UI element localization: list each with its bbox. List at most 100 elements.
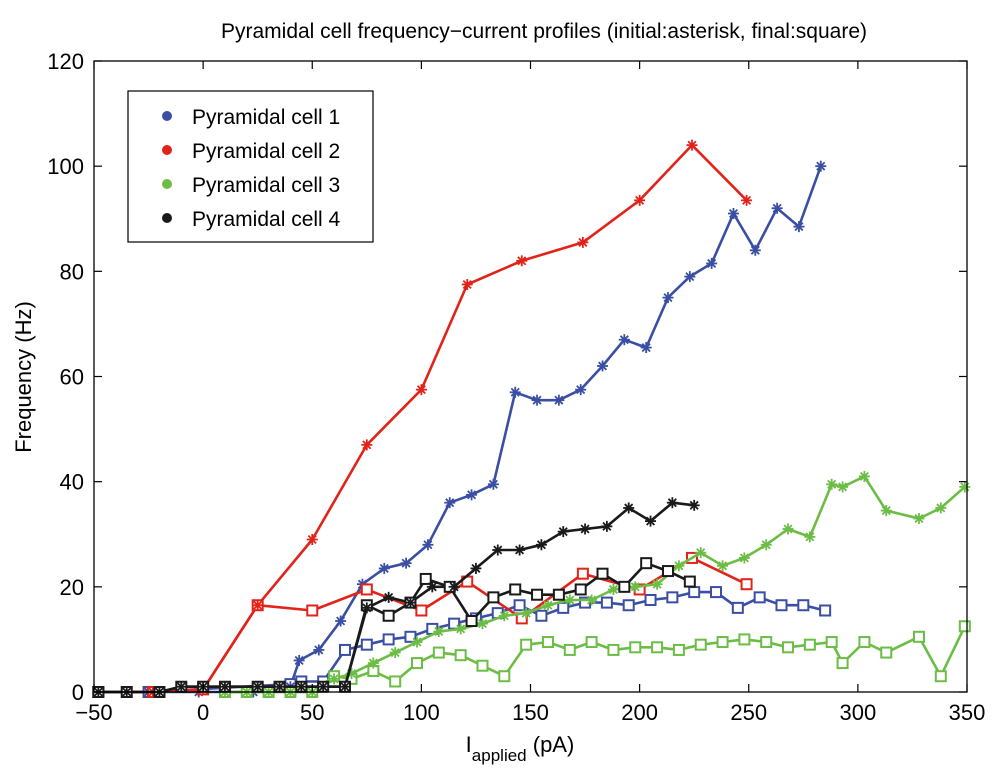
pyramidal-cell-3-initial-point — [858, 470, 870, 482]
pyramidal-cell-1-initial-line — [98, 165, 823, 694]
pyramidal-cell-3-final-point — [836, 657, 849, 670]
pyramidal-cell-1-initial-point — [553, 394, 565, 406]
x-tick-label: 50 — [300, 700, 324, 725]
pyramidal-cell-1-initial-point — [293, 654, 305, 666]
pyramidal-cell-1-initial-point — [640, 342, 652, 354]
legend-label: Pyramidal cell 3 — [192, 174, 340, 197]
pyramidal-cell-3-initial-point — [607, 583, 619, 595]
pyramidal-cell-4-final-point — [465, 615, 478, 628]
legend-marker — [162, 213, 172, 223]
legend-marker — [162, 179, 172, 189]
pyramidal-cell-1-initial-point — [531, 394, 543, 406]
pyramidal-cell-3-final-point — [411, 657, 424, 670]
pyramidal-cell-2-initial-point — [306, 534, 318, 546]
pyramidal-cell-3-initial-point — [837, 481, 849, 493]
pyramidal-cell-4-final-point — [531, 588, 544, 601]
legend-label: Pyramidal cell 2 — [192, 140, 340, 163]
x-axis-label-main: I — [466, 732, 472, 757]
pyramidal-cell-3-final-point — [782, 641, 795, 654]
pyramidal-cell-4-initial-point — [383, 591, 395, 603]
y-axis-label: Frequency (Hz) — [11, 301, 36, 453]
pyramidal-cell-3-final-point — [672, 643, 685, 656]
pyramidal-cell-4-initial-point — [666, 497, 678, 509]
pyramidal-cell-1-initial-point — [793, 221, 805, 233]
pyramidal-cell-1-final-point — [731, 601, 744, 614]
pyramidal-cell-1-initial-point — [575, 384, 587, 396]
pyramidal-cell-3-initial-point — [913, 512, 925, 524]
pyramidal-cell-1-final-point — [688, 586, 701, 599]
pyramidal-cell-3-final-point — [803, 638, 816, 651]
pyramidal-cell-3-initial-point — [695, 547, 707, 559]
x-tick-label: −50 — [75, 700, 112, 725]
x-axis-label: Iapplied (pA) — [466, 732, 575, 765]
legend-marker — [162, 111, 172, 121]
pyramidal-cell-4-final-point — [574, 583, 587, 596]
y-tick-label: 20 — [60, 575, 84, 600]
pyramidal-cell-1-initial-point — [466, 489, 478, 501]
legend: Pyramidal cell 1 Pyramidal cell 2 Pyramida… — [127, 90, 374, 243]
pyramidal-cell-4-final-line — [98, 561, 691, 694]
pyramidal-cell-3-initial-point — [738, 552, 750, 564]
pyramidal-cell-4-initial-point — [688, 499, 700, 511]
pyramidal-cell-4-final-point — [618, 580, 631, 593]
pyramidal-cell-1-initial-point — [771, 202, 783, 214]
pyramidal-cell-4-initial-point — [361, 602, 373, 614]
pyramidal-cell-1-initial-point — [684, 271, 696, 283]
y-tick-label: 60 — [60, 365, 84, 390]
pyramidal-cell-3-initial-point — [804, 531, 816, 543]
x-tick-label: 200 — [621, 700, 658, 725]
pyramidal-cell-1-final-point — [819, 604, 832, 617]
pyramidal-cell-3-final-point — [476, 659, 489, 672]
pyramidal-cell-4-final-point — [661, 565, 674, 578]
pyramidal-cell-3-final-point — [958, 620, 971, 633]
pyramidal-cell-4-final-point — [419, 572, 432, 585]
pyramidal-cell-2-initial-point — [415, 384, 427, 396]
y-tick-label: 120 — [47, 49, 84, 74]
pyramidal-cell-1-final-point — [448, 617, 461, 630]
pyramidal-cell-3-initial-point — [673, 560, 685, 572]
pyramidal-cell-4-final-point — [552, 588, 565, 601]
x-tick-label: 250 — [730, 700, 767, 725]
pyramidal-cell-3-initial-point — [520, 607, 532, 619]
pyramidal-cell-1-initial-point — [378, 562, 390, 574]
pyramidal-cell-3-initial-point — [782, 523, 794, 535]
pyramidal-cell-2-final-point — [415, 604, 428, 617]
pyramidal-cell-3-initial-point — [433, 626, 445, 638]
pyramidal-cell-2-initial-point — [741, 194, 753, 206]
x-tick-label: 350 — [949, 700, 986, 725]
pyramidal-cell-1-final-point — [382, 633, 395, 646]
pyramidal-cell-4-initial-point — [492, 544, 504, 556]
pyramidal-cell-1-initial-point — [749, 244, 761, 256]
pyramidal-cell-3-initial-point — [476, 618, 488, 630]
pyramidal-cell-1-initial-point — [335, 615, 347, 627]
pyramidal-cell-3-initial-point — [826, 478, 838, 490]
pyramidal-cell-4-initial-point — [514, 544, 526, 556]
pyramidal-cell-3-initial-point — [760, 539, 772, 551]
y-tick-label: 0 — [72, 680, 84, 705]
pyramidal-cell-1-final-point — [622, 599, 635, 612]
pyramidal-cell-3-final-point — [432, 646, 445, 659]
pyramidal-cell-2-final-point — [306, 604, 319, 617]
pyramidal-cell-1-initial-point — [400, 557, 412, 569]
pyramidal-cell-3-final-point — [498, 670, 511, 683]
pyramidal-cell-4-final-point — [640, 557, 653, 570]
pyramidal-cell-4-initial-point — [645, 515, 657, 527]
pyramidal-cell-2-initial-point — [516, 255, 528, 267]
pyramidal-cell-1-initial-point — [618, 334, 630, 346]
pyramidal-cell-4-final-point — [487, 591, 500, 604]
pyramidal-cell-4-final-point — [382, 609, 395, 622]
x-tick-label: 150 — [512, 700, 549, 725]
pyramidal-cell-1-initial-point — [815, 160, 827, 172]
pyramidal-cell-4-initial-point — [339, 681, 351, 693]
pyramidal-cell-2-initial-point — [252, 599, 264, 611]
pyramidal-cell-3-final-point — [716, 636, 729, 649]
pyramidal-cell-3-initial-point — [629, 581, 641, 593]
pyramidal-cell-1-final-point — [753, 591, 766, 604]
y-tick-label: 80 — [60, 259, 84, 284]
pyramidal-cell-3-final-point — [454, 649, 467, 662]
pyramidal-cell-3-final-point — [934, 670, 947, 683]
pyramidal-cell-3-initial-point — [542, 599, 554, 611]
pyramidal-cell-1-final-point — [666, 591, 679, 604]
pyramidal-cell-1-final-point — [644, 593, 657, 606]
